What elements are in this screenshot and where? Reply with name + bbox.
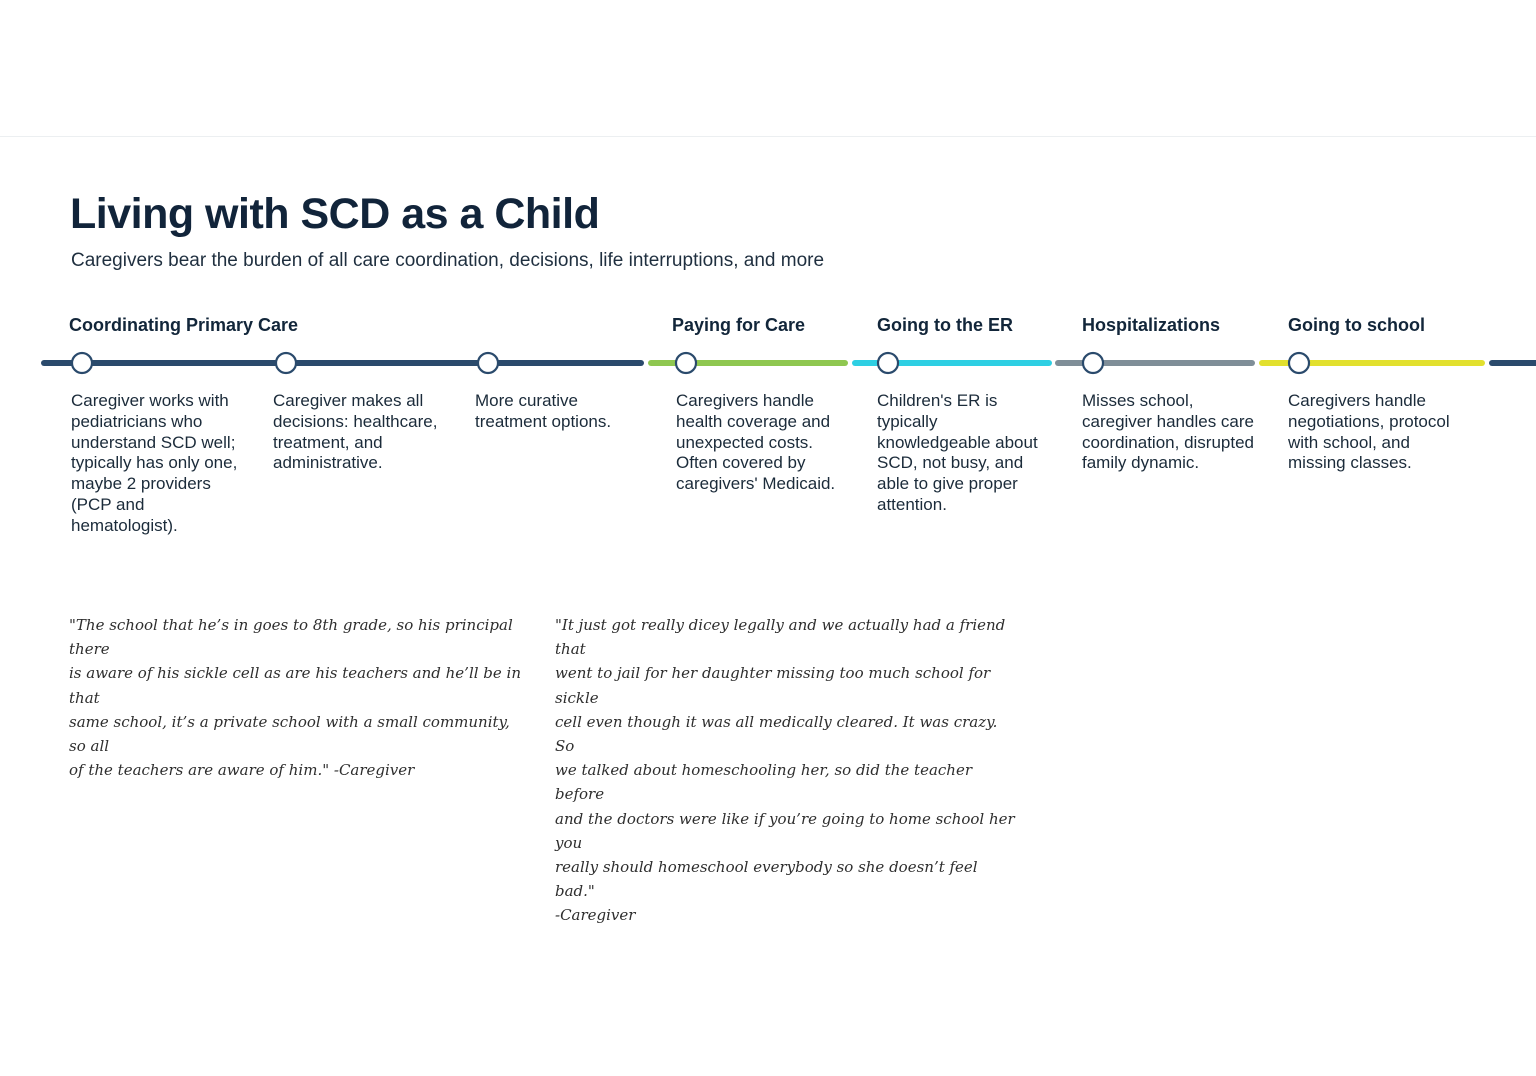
phase-heading-paying-for-care: Paying for Care [672,315,806,335]
timeline-node [1081,351,1105,375]
step-description: Caregiver makes all decisions: healthcar… [273,391,438,473]
step-description: Caregivers handle health coverage and un… [676,391,836,494]
page-subtitle: Caregivers bear the burden of all care c… [71,250,825,271]
caregiver-quote: "The school that he’s in goes to 8th gra… [69,616,522,780]
step-description: Caregiver works with pediatricians who u… [71,391,238,535]
timeline-node [876,351,900,375]
timeline-node [274,351,298,375]
caregiver-quote: "It just got really dicey legally and we… [555,616,1015,925]
step-description: Misses school, caregiver handles care co… [1082,391,1255,473]
timeline-node [476,351,500,375]
timeline-node [70,351,94,375]
top-divider [0,136,1536,137]
timeline [41,351,1536,375]
phase-heading-coordinating-primary-care: Coordinating Primary Care [69,315,299,335]
step-description: Caregivers handle negotiations, protocol… [1288,391,1450,473]
phase-heading-going-to-school: Going to school [1288,315,1425,335]
phase-heading-going-to-the-er: Going to the ER [877,315,1013,335]
page-title: Living with SCD as a Child [70,190,600,238]
step-description: Children's ER is typically knowledgeable… [877,391,1038,514]
timeline-node [1287,351,1311,375]
timeline-node [674,351,698,375]
phase-heading-hospitalizations: Hospitalizations [1082,315,1221,335]
step-description: More curative treatment options. [475,391,612,431]
